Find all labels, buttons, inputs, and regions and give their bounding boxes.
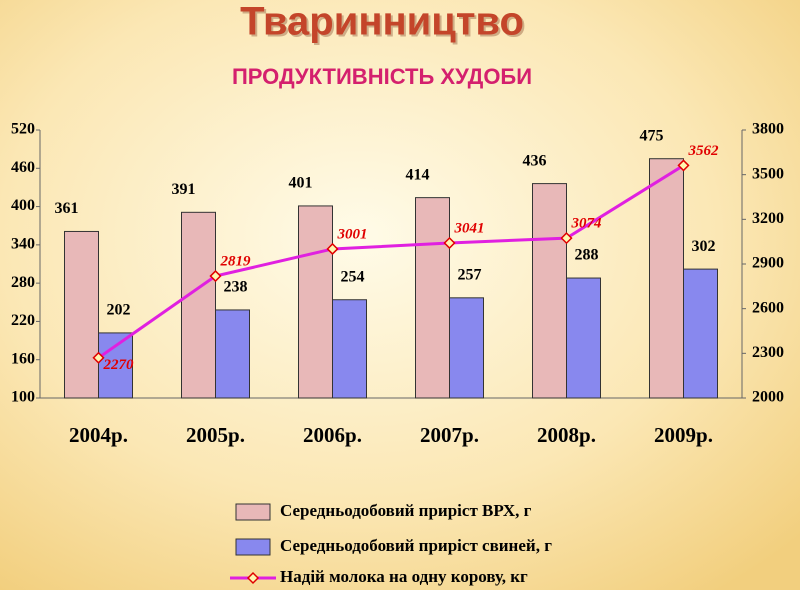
y2-tick-label: 3500: [752, 165, 784, 182]
line-value-label: 3001: [337, 226, 368, 242]
line-value-label: 3041: [454, 220, 485, 236]
y-tick-label: 280: [11, 274, 35, 291]
y2-tick-label: 2000: [752, 389, 784, 406]
y-tick-label: 520: [11, 121, 35, 138]
bar: [98, 332, 133, 399]
bar-value-label: 475: [640, 127, 664, 144]
legend-marker: [246, 571, 260, 585]
y2-tick-label: 2300: [752, 344, 784, 361]
x-tick-label: 2009р.: [654, 423, 713, 447]
line-marker: [677, 159, 690, 172]
bar: [215, 309, 250, 399]
bar: [683, 268, 718, 399]
title-shadow: Тваринництво: [242, 2, 526, 46]
line-marker: [92, 351, 105, 364]
bar-value-label: 436: [523, 152, 547, 169]
y-tick-label: 340: [11, 236, 35, 253]
y-tick-label: 220: [11, 312, 35, 329]
bar-value-label: 401: [289, 175, 313, 192]
line: [97, 164, 685, 360]
bar: [566, 277, 601, 399]
line-value-label: 2819: [220, 253, 252, 269]
y2-tick-label: 2600: [752, 299, 784, 316]
bar: [649, 158, 684, 399]
line-value-label: 3074: [571, 216, 603, 232]
bar: [332, 299, 367, 399]
y-tick-label: 100: [11, 389, 35, 406]
line-marker: [209, 269, 222, 283]
bar-value-label: 254: [341, 268, 365, 285]
legend-label: Середньодобовий приріст свиней, г: [280, 536, 552, 555]
bar: [532, 183, 567, 399]
line-marker: [560, 232, 573, 245]
legend-swatch: [235, 538, 271, 556]
x-tick-label: 2004р.: [69, 423, 128, 447]
bar-value-label: 302: [692, 238, 716, 255]
y-tick-label: 400: [11, 197, 35, 214]
line-value-label: 3562: [688, 143, 720, 159]
chart-title: Тваринництво: [240, 0, 524, 44]
x-tick-label: 2008р.: [537, 423, 596, 447]
bar-value-label: 288: [575, 247, 599, 264]
bar: [64, 230, 99, 399]
x-tick-label: 2007р.: [420, 423, 479, 447]
legend-label: Надій молока на одну корову, кг: [280, 567, 528, 586]
bar-value-label: 238: [224, 279, 248, 296]
line-marker: [326, 242, 339, 256]
x-tick-label: 2006р.: [303, 423, 362, 447]
legend-label: Середньодобовий приріст ВРХ, г: [280, 501, 532, 520]
bar-value-label: 257: [458, 266, 482, 283]
chart-subtitle: ПРОДУКТИВНІСТЬ ХУДОБИ: [232, 64, 532, 89]
line-value-label: 2270: [103, 357, 135, 373]
bar-value-label: 202: [107, 302, 131, 319]
legend-swatch: [235, 503, 271, 521]
line-marker: [443, 236, 456, 250]
x-tick-label: 2005р.: [186, 423, 245, 447]
bar: [181, 211, 216, 399]
y-tick-label: 160: [11, 350, 35, 367]
bar: [415, 197, 450, 399]
y2-tick-label: 3200: [752, 210, 784, 227]
bar: [449, 297, 484, 399]
bar: [298, 205, 333, 399]
bar-value-label: 361: [55, 200, 79, 217]
bar-value-label: 414: [406, 166, 430, 183]
y-tick-label: 460: [11, 159, 35, 176]
bar-value-label: 391: [172, 181, 196, 198]
y2-tick-label: 3800: [752, 121, 784, 138]
y2-tick-label: 2900: [752, 255, 784, 272]
